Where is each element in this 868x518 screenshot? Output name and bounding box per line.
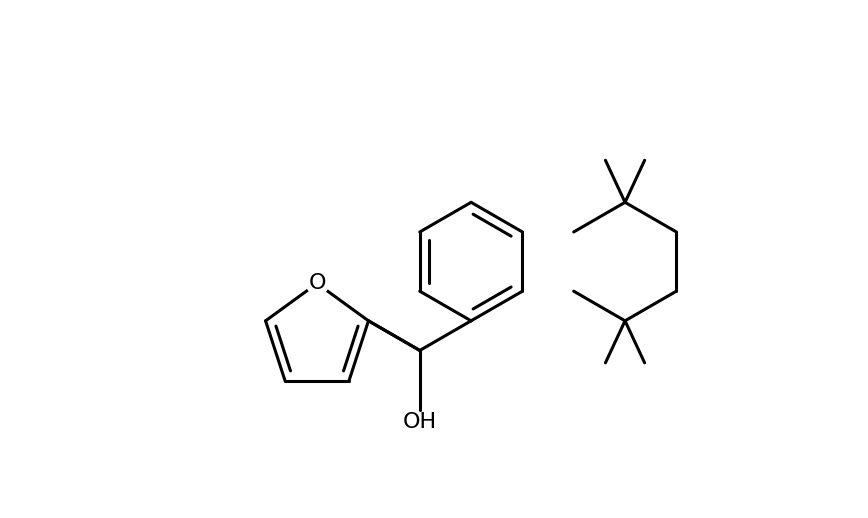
Text: O: O (308, 274, 326, 293)
Text: OH: OH (403, 412, 437, 433)
